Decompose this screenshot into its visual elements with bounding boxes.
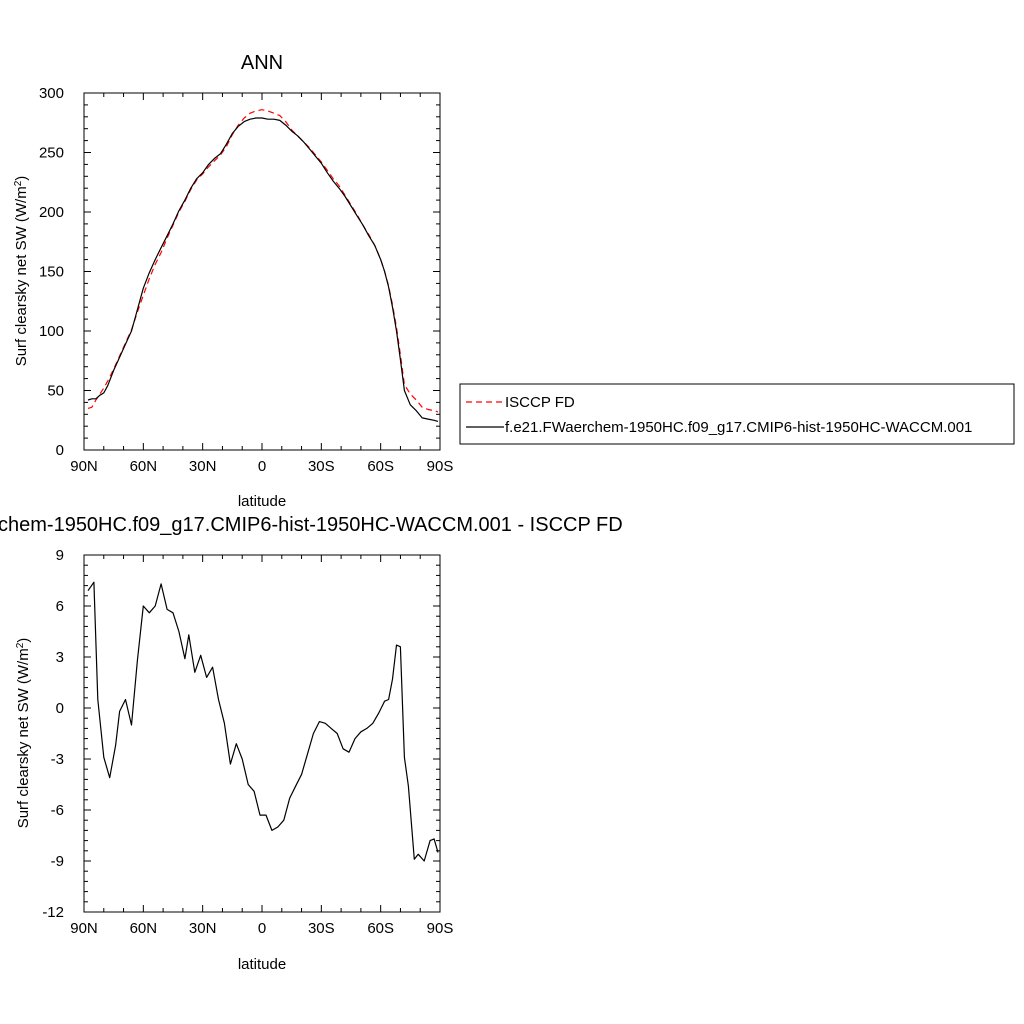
top-chart-ticks <box>83 92 441 451</box>
y-tick-label: 100 <box>39 323 64 340</box>
bottom-chart-series <box>87 581 439 862</box>
x-tick-label: 90N <box>70 920 98 937</box>
bottom-plot-frame <box>83 554 441 913</box>
y-tick-label: 9 <box>56 547 64 564</box>
y-tick-label: 0 <box>56 700 64 717</box>
y-tick-label: -6 <box>51 802 64 819</box>
legend-box <box>459 383 1015 445</box>
x-tick-label: 60S <box>367 458 394 475</box>
y-tick-label: 250 <box>39 145 64 162</box>
series-line-0-0 <box>87 109 439 413</box>
x-tick-label: 0 <box>258 458 266 475</box>
x-tick-label: 60S <box>367 920 394 937</box>
legend: ISCCP FD f.e21.FWaerchem-1950HC.f09_g17.… <box>459 383 1015 445</box>
top-chart-title: ANN <box>241 52 283 74</box>
x-tick-label: 0 <box>258 920 266 937</box>
y-tick-label: -9 <box>51 853 64 870</box>
y-tick-label: 300 <box>39 85 64 102</box>
legend-label-isccp: ISCCP FD <box>505 394 575 411</box>
y-tick-label: 3 <box>56 649 64 666</box>
y-tick-label: -3 <box>51 751 64 768</box>
x-tick-label: 30S <box>308 920 335 937</box>
series-line-1-0 <box>87 581 439 862</box>
bottom-chart-ylabel: Surf clearsky net SW (W/m2) <box>15 638 33 829</box>
x-tick-label: 30N <box>189 920 217 937</box>
x-tick-label: 30N <box>189 458 217 475</box>
x-tick-label: 30S <box>308 458 335 475</box>
bottom-ylabel-main: Surf clearsky net SW (W/m <box>15 648 32 828</box>
y-tick-label: 6 <box>56 598 64 615</box>
bottom-chart-xlabel: latitude <box>238 956 286 973</box>
bottom-ylabel-sup: 2 <box>15 642 26 648</box>
legend-label-model: f.e21.FWaerchem-1950HC.f09_g17.CMIP6-his… <box>505 419 972 436</box>
x-tick-label: 90S <box>427 920 454 937</box>
top-ylabel-main: Surf clearsky net SW (W/m <box>13 186 30 366</box>
bottom-chart-title: chem-1950HC.f09_g17.CMIP6-hist-1950HC-WA… <box>0 514 623 536</box>
x-tick-label: 90S <box>427 458 454 475</box>
bottom-chart-ticks <box>83 554 441 913</box>
y-tick-label: 50 <box>47 383 64 400</box>
top-chart-ylabel: Surf clearsky net SW (W/m2) <box>13 176 31 367</box>
bottom-chart-tick-labels: 90N 60N 30N 0 30S 60S 90S -12 -9 -6 -3 0 3 6 9 <box>42 547 453 937</box>
y-tick-label: 200 <box>39 204 64 221</box>
series-line-0-1 <box>87 117 439 422</box>
top-ylabel-close: ) <box>13 176 30 181</box>
top-ylabel-sup: 2 <box>13 180 24 186</box>
x-tick-label: 90N <box>70 458 98 475</box>
y-tick-label: 0 <box>56 442 64 459</box>
y-tick-label: 150 <box>39 264 64 281</box>
top-chart-series <box>87 109 439 422</box>
x-tick-label: 60N <box>130 458 158 475</box>
x-tick-label: 60N <box>130 920 158 937</box>
top-chart: ANN 90N 60N 30N 0 30S 60S 90S 0 50 100 150 200 250 30… <box>13 52 454 510</box>
bottom-chart: chem-1950HC.f09_g17.CMIP6-hist-1950HC-WA… <box>0 514 623 973</box>
top-chart-xlabel: latitude <box>238 493 286 510</box>
top-chart-tick-labels: 90N 60N 30N 0 30S 60S 90S 0 50 100 150 200 250 300 <box>39 85 453 475</box>
top-plot-frame <box>83 92 441 451</box>
bottom-ylabel-close: ) <box>15 638 32 643</box>
y-tick-label: -12 <box>42 904 64 921</box>
